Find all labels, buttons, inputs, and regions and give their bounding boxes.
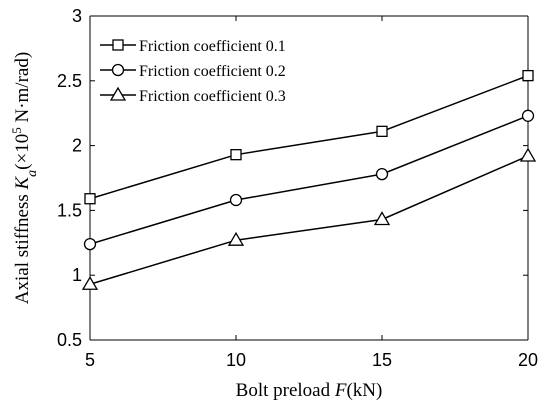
series-line [89, 115, 529, 245]
legend-item: Friction coefficient 0.3 [100, 86, 286, 105]
data-point [227, 231, 245, 246]
series-line [89, 155, 529, 285]
legend-marker [112, 39, 124, 51]
legend-marker [109, 86, 127, 101]
x-axis-label: Bolt preload F(kN) [236, 380, 383, 401]
series-line [89, 74, 529, 200]
data-point [522, 69, 534, 82]
data-point [83, 237, 97, 251]
y-axis-label: Axial stiffness Ka(×105 N·m/rad) [9, 52, 40, 304]
legend-label: Friction coefficient 0.3 [139, 88, 286, 105]
x-tick-label: 20 [518, 350, 538, 370]
y-tick-label: 1 [72, 265, 82, 285]
data-point [84, 193, 96, 205]
series-square [84, 69, 534, 205]
series-layer [81, 69, 537, 290]
x-tick-label: 15 [372, 350, 392, 370]
data-point [376, 125, 388, 137]
axis-ticks: 5 10 15 20 0.5 1 1.5 2 2.5 3 [57, 6, 538, 370]
data-point [81, 275, 99, 290]
legend-marker [111, 63, 125, 77]
series-circle [83, 109, 535, 251]
y-tick-label: 1.5 [57, 200, 82, 220]
data-point [519, 147, 537, 162]
data-point [373, 211, 391, 226]
data-point [230, 149, 242, 161]
data-point [229, 193, 243, 207]
x-tick-label: 5 [85, 350, 95, 370]
legend-label: Friction coefficient 0.2 [139, 63, 286, 80]
x-tick-label: 10 [226, 350, 246, 370]
series-triangle [81, 147, 537, 290]
y-tick-label: 0.5 [57, 330, 82, 350]
legend-item: Friction coefficient 0.2 [100, 63, 286, 80]
legend-item: Friction coefficient 0.1 [100, 38, 286, 55]
y-tick-label: 2 [72, 136, 82, 156]
data-point [521, 109, 535, 122]
legend: Friction coefficient 0.1 Friction coeffic… [100, 38, 286, 105]
legend-label: Friction coefficient 0.1 [139, 38, 286, 55]
y-tick-label: 2.5 [57, 71, 82, 91]
data-point [375, 167, 389, 181]
y-tick-label: 3 [72, 6, 82, 26]
